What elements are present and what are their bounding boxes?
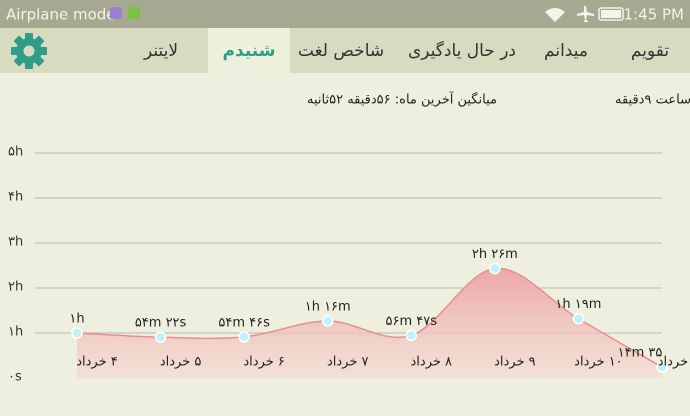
point [238,331,250,343]
x-tick-label: ۵ خرداد [160,355,202,370]
value-label: ۱h ۱۹m [555,297,601,312]
x-tick-label: ۶ خرداد [243,355,285,370]
value-label: ۱h [69,312,84,327]
point [405,329,418,342]
point [656,361,668,373]
airplane-icon [577,6,594,22]
gear-hole [23,45,35,57]
y-tick-label: ۰s [8,370,22,385]
tab[interactable]: شنیدم [223,41,276,61]
point [321,315,334,327]
tab[interactable]: در حال یادگیری [408,40,516,61]
y-tick-label: ۲h [8,280,23,295]
settings-button[interactable] [11,33,47,69]
value-label: ۲h ۲۶m [472,247,518,262]
point [489,262,501,275]
month-average: میانگین آخرین ماه: ۵۶دقیقه ۵۲ثانیه [307,91,497,108]
tab[interactable]: لایتنر [143,41,178,61]
y-tick-label: ۵h [8,145,23,160]
y-tick-label: ۱h [8,325,23,340]
week-average: میانگین آخرین هفته: ۱ساعت ۹دقیقه [615,91,690,108]
notification-icon [128,7,140,19]
battery-level [601,10,621,18]
tab-bar [0,28,690,73]
y-tick-label: ۳h [8,235,23,250]
value-label: ۵۴m ۴۶s [218,315,270,330]
area [77,268,662,378]
tab[interactable]: تقویم [631,41,669,61]
x-tick-label: ۷ خرداد [327,355,369,370]
value-label: ۱۴m ۳۵ [618,346,663,361]
x-tick-label: ۸ خرداد [411,355,453,370]
point [154,331,167,343]
wifi-icon [545,8,565,22]
value-label: ۵۶m ۴۷s [386,314,438,329]
point [71,327,83,339]
x-tick-label: ۱۰ خرداد [574,355,623,370]
line [76,267,663,368]
tab[interactable]: شاخص لغت [298,41,384,61]
value-label: ۱h ۱۶m [305,299,351,314]
point [572,312,585,325]
x-tick-label: ۹ خرداد [494,355,536,370]
notification-icon [110,7,122,19]
chart: ۰s ۱h ۲h ۳h ۴h ۵h ۱h ۴ خرداد ۵۴m ۲۲s ۵ خرداد ۵۴m ۴… [8,145,690,385]
battery-icon [598,7,624,21]
value-label: ۵۴m ۲۲s [135,316,187,331]
status-text: Airplane mode [6,6,116,24]
x-tick-label: ۱۱ خرداد [658,355,690,370]
status-time: 1:45 PM [624,6,684,24]
y-tick-label: ۴h [8,190,23,205]
tab[interactable]: میدانم [544,41,588,61]
x-tick-label: ۴ خرداد [76,355,118,370]
active-tab-bg [208,28,290,73]
